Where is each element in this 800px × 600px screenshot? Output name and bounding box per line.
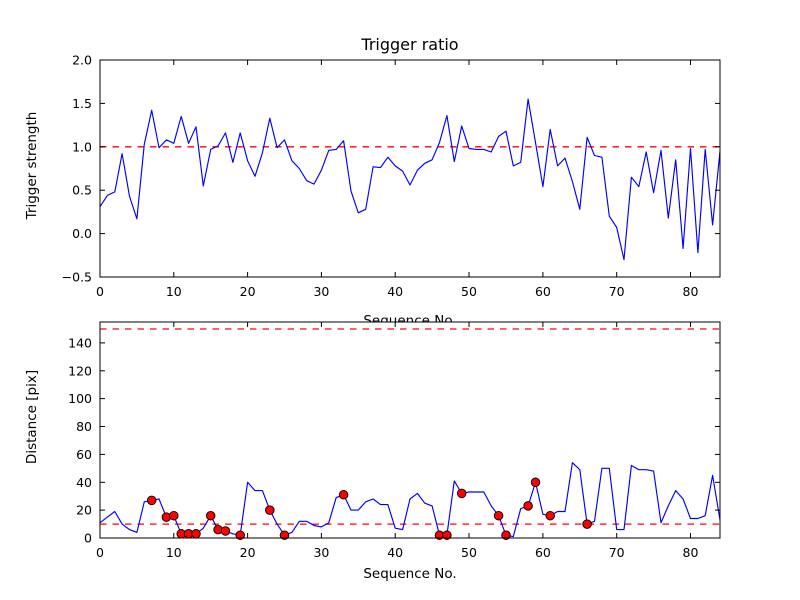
x-tick-label: 0 — [96, 545, 104, 560]
y-tick-label: 140 — [68, 335, 92, 350]
y-tick-label: 2.0 — [72, 53, 92, 68]
x-tick-label: 50 — [461, 545, 477, 560]
y-tick-label: 60 — [76, 447, 92, 462]
axes-spines — [99, 59, 721, 278]
x-tick-label: 50 — [461, 284, 477, 299]
x-tick-label: 0 — [96, 284, 104, 299]
x-tick-label: 40 — [387, 284, 403, 299]
y-tick-label: 1.5 — [72, 96, 92, 111]
event-marker — [279, 530, 290, 540]
top-plot-ylabel: Trigger strength — [24, 112, 40, 221]
top-plot: 0 10 20 30 40 50 60 70 80 2.0 1.5 1.0 0.5 0.0 −0.5 — [62, 53, 721, 299]
y-tick-label: 100 — [68, 391, 92, 406]
x-tick-label: 30 — [313, 545, 329, 560]
trigger-strength-line — [99, 98, 721, 261]
top-plot-title: Trigger ratio — [360, 35, 458, 54]
bottom-plot-xlabel: Sequence No. — [363, 566, 456, 582]
x-tick-label: 10 — [166, 284, 182, 299]
event-marker — [169, 510, 179, 521]
bottom-plot: 0 10 20 30 40 50 60 70 80 0 20 40 60 80 100 120 140 — [68, 321, 721, 560]
axes-spines — [99, 321, 721, 539]
event-marker — [545, 510, 555, 521]
plot-background — [100, 322, 720, 538]
x-tick-label: 70 — [609, 545, 625, 560]
x-tick-label: 10 — [166, 545, 182, 560]
x-tick-label: 60 — [535, 284, 551, 299]
x-tick-label: 80 — [683, 284, 699, 299]
y-tick-label: 0 — [84, 531, 92, 546]
event-marker — [191, 529, 201, 539]
event-marker — [523, 501, 533, 511]
event-marker — [456, 488, 467, 499]
x-tick-label: 20 — [240, 545, 256, 560]
x-tick-label: 60 — [535, 545, 551, 560]
y-tick-label: 40 — [76, 475, 92, 490]
event-marker — [582, 519, 592, 529]
event-marker — [338, 490, 349, 500]
y-tick-label: 120 — [68, 363, 92, 378]
event-marker — [442, 530, 452, 540]
y-tick-label: 0.5 — [72, 183, 92, 198]
x-tick-label: 80 — [683, 545, 699, 560]
y-tick-label: −0.5 — [62, 270, 92, 285]
y-tick-label: 20 — [76, 503, 92, 518]
y-tick-label: 1.0 — [72, 139, 92, 154]
bottom-plot-ylabel: Distance [pix] — [24, 370, 40, 464]
event-marker — [493, 510, 504, 521]
event-marker — [265, 505, 275, 515]
x-tick-label: 70 — [609, 284, 625, 299]
x-tick-label: 40 — [387, 545, 403, 560]
x-tick-label: 30 — [313, 284, 329, 299]
event-marker — [205, 510, 216, 521]
distance-line — [99, 462, 721, 538]
event-marker — [146, 495, 157, 506]
event-marker — [235, 530, 245, 540]
y-tick-label: 0.0 — [72, 226, 92, 241]
x-tick-label: 20 — [240, 284, 256, 299]
event-marker — [530, 477, 541, 488]
event-marker — [220, 526, 231, 536]
y-tick-label: 80 — [76, 419, 92, 434]
plot-background — [100, 60, 720, 277]
event-marker — [501, 530, 511, 540]
